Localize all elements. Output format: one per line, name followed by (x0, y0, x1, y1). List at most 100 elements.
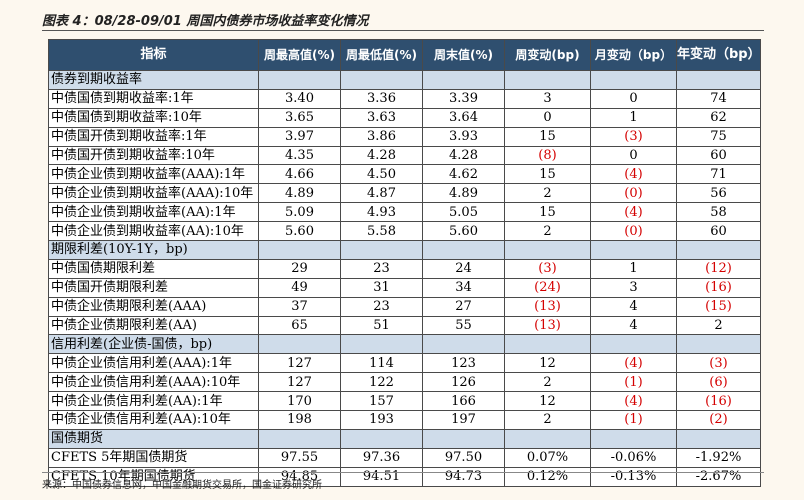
value-cell: 29 (258, 258, 341, 279)
section-empty-cell (258, 334, 341, 355)
table-row: 中债国债期限利差 29 23 24 (3) 1 (12) (48, 258, 761, 279)
table-row: 中债企业债到期收益率(AA):1年 5.09 4.93 5.05 15 (4) 58 (48, 202, 761, 223)
section-row: 期限利差(10Y-1Y，bp) (48, 240, 761, 260)
row-label: CFETS 5年期国债期货 (48, 447, 259, 468)
section-empty-cell (504, 70, 591, 90)
header-year-change: 年变动（bp） (676, 39, 761, 71)
section-empty-cell (340, 70, 423, 90)
value-cell: 0 (504, 107, 591, 128)
section-empty-cell (590, 240, 677, 260)
row-label: 中债企业债信用利差(AAA):10年 (48, 372, 259, 393)
value-cell: 4 (590, 315, 677, 336)
section-row: 国债期货 (48, 428, 761, 449)
value-cell: (4) (590, 391, 677, 412)
value-cell: 197 (422, 410, 505, 430)
value-cell: 3.93 (422, 126, 505, 147)
value-cell: 3.63 (340, 107, 423, 128)
value-cell: (0) (590, 183, 677, 204)
value-cell: (24) (504, 277, 591, 298)
value-cell: (13) (504, 296, 591, 317)
value-cell: 0 (590, 145, 677, 166)
value-cell: (3) (590, 126, 677, 147)
section-label: 债券到期收益率 (48, 70, 259, 90)
value-cell: 4.35 (258, 145, 341, 166)
value-cell: 1 (590, 107, 677, 128)
section-empty-cell (258, 428, 341, 449)
value-cell: 5.05 (422, 202, 505, 223)
value-cell: 56 (676, 183, 761, 204)
value-cell: 71 (676, 164, 761, 185)
value-cell: 3.36 (340, 88, 423, 109)
section-label: 国债期货 (48, 428, 259, 449)
value-cell: 193 (340, 410, 423, 430)
value-cell: -0.13% (590, 466, 677, 487)
bond-yield-table: 指标 周最高值(%) 周最低值(%) 周末值(%) 周变动(bp) 月变动（bp… (48, 39, 761, 487)
header-month-change: 月变动（bp） (590, 39, 677, 71)
row-label: 中债企业债信用利差(AAA):1年 (48, 353, 259, 374)
section-empty-cell (258, 70, 341, 90)
value-cell: (0) (590, 221, 677, 242)
value-cell: -1.92% (676, 447, 761, 468)
value-cell: 37 (258, 296, 341, 317)
value-cell: (1) (590, 372, 677, 393)
row-label: 中债国债期限利差 (48, 258, 259, 279)
value-cell: (16) (676, 391, 761, 412)
row-label: 中债企业债信用利差(AA):10年 (48, 410, 259, 430)
table-row: 中债国开债到期收益率:10年 4.35 4.28 4.28 (8) 0 60 (48, 145, 761, 166)
value-cell: 55 (422, 315, 505, 336)
section-empty-cell (676, 334, 761, 355)
table-row: 中债国开债期限利差 49 31 34 (24) 3 (16) (48, 277, 761, 298)
value-cell: 127 (258, 372, 341, 393)
value-cell: 4.66 (258, 164, 341, 185)
value-cell: 97.36 (340, 447, 423, 468)
value-cell: 0.07% (504, 447, 591, 468)
value-cell: 4.89 (422, 183, 505, 204)
value-cell: 3.97 (258, 126, 341, 147)
value-cell: 34 (422, 277, 505, 298)
value-cell: 2 (504, 410, 591, 430)
table-row: 中债企业债到期收益率(AAA):10年 4.89 4.87 4.89 2 (0) 56 (48, 183, 761, 204)
value-cell: 94.51 (340, 466, 423, 487)
table-row: 中债企业债信用利差(AA):10年 198 193 197 2 (1) (2) (48, 410, 761, 430)
section-empty-cell (422, 428, 505, 449)
value-cell: 51 (340, 315, 423, 336)
table-row: 中债国债到期收益率:10年 3.65 3.63 3.64 0 1 62 (48, 107, 761, 128)
section-empty-cell (590, 70, 677, 90)
value-cell: 3.39 (422, 88, 505, 109)
value-cell: (2) (676, 410, 761, 430)
section-empty-cell (422, 70, 505, 90)
value-cell: 3.86 (340, 126, 423, 147)
value-cell: 24 (422, 258, 505, 279)
value-cell: 94.73 (422, 466, 505, 487)
value-cell: 74 (676, 88, 761, 109)
value-cell: (16) (676, 277, 761, 298)
value-cell: 3.64 (422, 107, 505, 128)
value-cell: 5.09 (258, 202, 341, 223)
table-row: 中债企业债期限利差(AAA) 37 23 27 (13) 4 (15) (48, 296, 761, 317)
value-cell: 15 (504, 164, 591, 185)
value-cell: (15) (676, 296, 761, 317)
value-cell: 58 (676, 202, 761, 223)
table-row: 中债企业债信用利差(AAA):10年 127 122 126 2 (1) (6) (48, 372, 761, 393)
table-row: CFETS 5年期国债期货 97.55 97.36 97.50 0.07% -0.06% -… (48, 447, 761, 468)
header-week-change: 周变动(bp) (504, 39, 591, 71)
row-label: 中债企业债期限利差(AAA) (48, 296, 259, 317)
table-row: 中债企业债到期收益率(AAA):1年 4.66 4.50 4.62 15 (4) 71 (48, 164, 761, 185)
section-empty-cell (340, 334, 423, 355)
section-empty-cell (504, 334, 591, 355)
value-cell: 5.60 (258, 221, 341, 242)
value-cell: 4.93 (340, 202, 423, 223)
section-label: 信用利差(企业债-国债，bp) (48, 334, 259, 355)
row-label: 中债企业债期限利差(AA) (48, 315, 259, 336)
value-cell: 127 (258, 353, 341, 374)
section-empty-cell (422, 334, 505, 355)
value-cell: (4) (590, 353, 677, 374)
value-cell: 94.85 (258, 466, 341, 487)
value-cell: 15 (504, 202, 591, 223)
row-label: 中债国开债到期收益率:10年 (48, 145, 259, 166)
value-cell: 0.12% (504, 466, 591, 487)
value-cell: 27 (422, 296, 505, 317)
value-cell: 0 (590, 88, 677, 109)
value-cell: 3.40 (258, 88, 341, 109)
section-empty-cell (504, 428, 591, 449)
